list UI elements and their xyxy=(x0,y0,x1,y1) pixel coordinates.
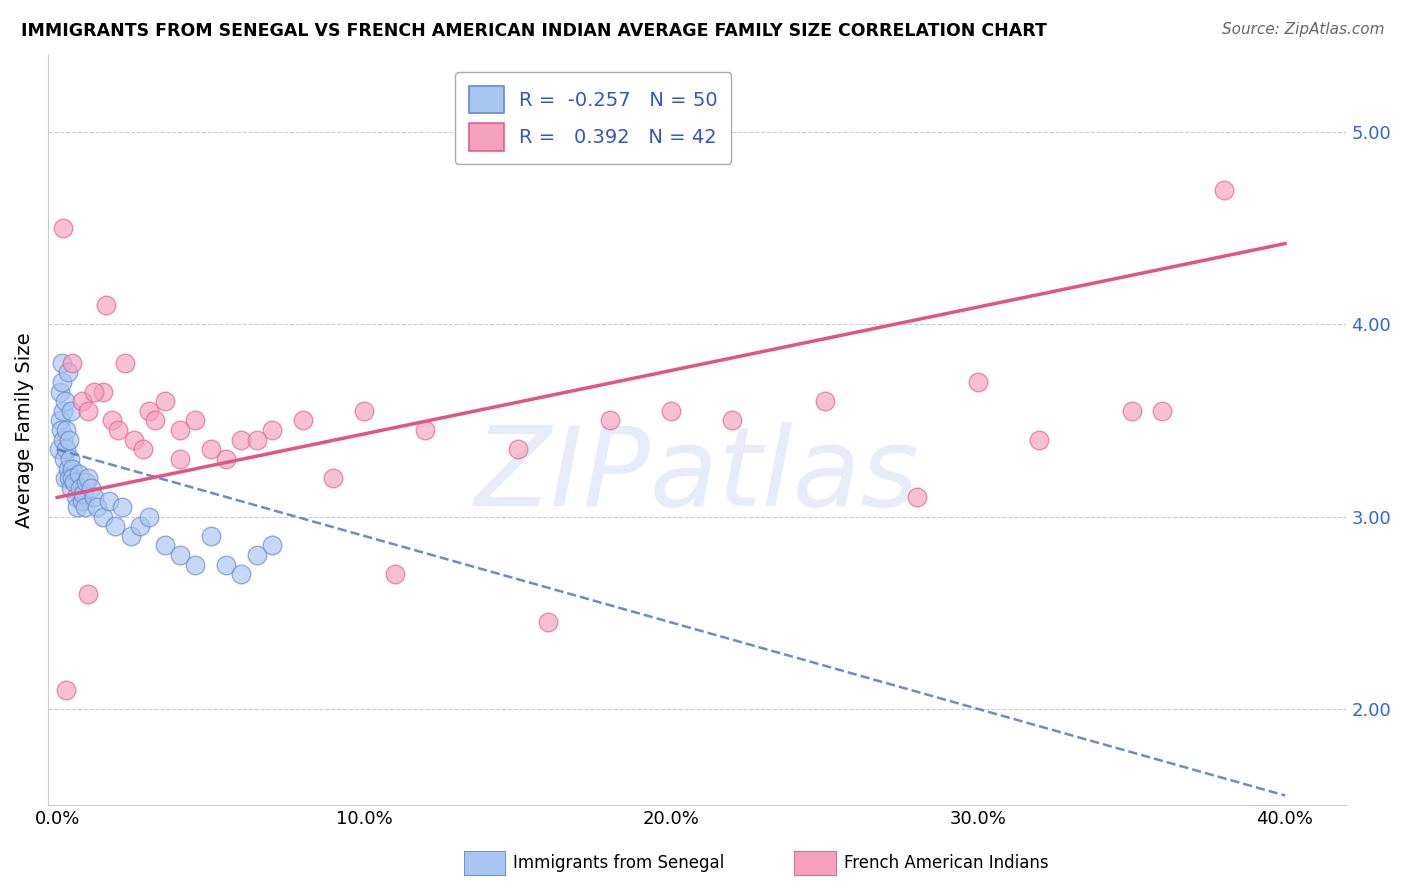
Point xyxy=(55,442,77,457)
Point xyxy=(143,413,166,427)
Point xyxy=(59,481,82,495)
Point xyxy=(76,586,98,600)
Point xyxy=(153,539,176,553)
Point xyxy=(246,433,269,447)
Point xyxy=(48,442,70,457)
Point xyxy=(506,442,529,457)
Point xyxy=(813,394,835,409)
Point xyxy=(599,413,621,427)
Point xyxy=(129,519,152,533)
Point xyxy=(110,500,132,514)
Point xyxy=(169,423,191,437)
Point xyxy=(153,394,176,409)
Point xyxy=(55,682,77,697)
Point xyxy=(59,452,82,467)
Point xyxy=(1212,183,1234,197)
Text: French American Indians: French American Indians xyxy=(844,855,1049,872)
Point xyxy=(905,491,928,505)
Point xyxy=(120,529,142,543)
Point xyxy=(967,375,990,389)
Point xyxy=(91,509,114,524)
Point xyxy=(200,442,222,457)
Point xyxy=(1028,433,1050,447)
Point xyxy=(53,394,76,409)
Point xyxy=(184,558,207,572)
Point xyxy=(96,298,118,312)
Point xyxy=(132,442,155,457)
Point xyxy=(65,491,87,505)
Legend: R =  -0.257   N = 50, R =   0.392   N = 42: R = -0.257 N = 50, R = 0.392 N = 42 xyxy=(456,72,731,164)
Point xyxy=(69,481,91,495)
Point xyxy=(101,413,124,427)
Point xyxy=(384,567,406,582)
Point xyxy=(91,384,114,399)
Point xyxy=(73,500,96,514)
Point xyxy=(184,413,207,427)
Point xyxy=(260,423,283,437)
Point xyxy=(48,413,70,427)
Point xyxy=(53,471,76,485)
Point xyxy=(51,375,73,389)
Point xyxy=(322,471,344,485)
Point xyxy=(62,356,84,370)
Point xyxy=(67,467,90,482)
Point xyxy=(104,519,127,533)
Point xyxy=(76,404,98,418)
Point xyxy=(291,413,314,427)
Point xyxy=(537,615,560,630)
Point xyxy=(353,404,375,418)
Point xyxy=(1121,404,1143,418)
Point xyxy=(1152,404,1174,418)
Point xyxy=(72,486,94,500)
Point xyxy=(83,384,105,399)
Point xyxy=(70,394,93,409)
Point xyxy=(58,433,80,447)
Text: Source: ZipAtlas.com: Source: ZipAtlas.com xyxy=(1222,22,1385,37)
Point xyxy=(80,481,103,495)
Point xyxy=(721,413,744,427)
Text: Immigrants from Senegal: Immigrants from Senegal xyxy=(513,855,724,872)
Point xyxy=(231,567,253,582)
Point xyxy=(59,404,82,418)
Point xyxy=(215,558,238,572)
Point xyxy=(58,471,80,485)
Point xyxy=(52,221,75,235)
Point xyxy=(138,404,160,418)
Y-axis label: Average Family Size: Average Family Size xyxy=(15,333,34,528)
Point xyxy=(260,539,283,553)
Point xyxy=(62,471,84,485)
Point xyxy=(66,500,89,514)
Point xyxy=(70,494,93,508)
Point xyxy=(200,529,222,543)
Point xyxy=(659,404,682,418)
Point xyxy=(60,461,83,475)
Point xyxy=(231,433,253,447)
Point xyxy=(51,356,73,370)
Point xyxy=(55,423,77,437)
Point xyxy=(122,433,145,447)
Point xyxy=(52,452,75,467)
Point xyxy=(114,356,136,370)
Point xyxy=(169,452,191,467)
Point xyxy=(76,471,98,485)
Point xyxy=(86,500,108,514)
Point xyxy=(98,494,121,508)
Point xyxy=(169,548,191,562)
Point xyxy=(52,433,75,447)
Point xyxy=(138,509,160,524)
Text: ZIPatlas: ZIPatlas xyxy=(475,422,920,529)
Text: IMMIGRANTS FROM SENEGAL VS FRENCH AMERICAN INDIAN AVERAGE FAMILY SIZE CORRELATIO: IMMIGRANTS FROM SENEGAL VS FRENCH AMERIC… xyxy=(21,22,1047,40)
Point xyxy=(246,548,269,562)
Point xyxy=(63,475,86,489)
Point xyxy=(83,491,105,505)
Point xyxy=(49,423,72,437)
Point xyxy=(49,384,72,399)
Point xyxy=(415,423,437,437)
Point xyxy=(56,461,79,475)
Point xyxy=(107,423,129,437)
Point xyxy=(75,475,97,489)
Point xyxy=(52,404,75,418)
Point xyxy=(215,452,238,467)
Point xyxy=(56,366,79,380)
